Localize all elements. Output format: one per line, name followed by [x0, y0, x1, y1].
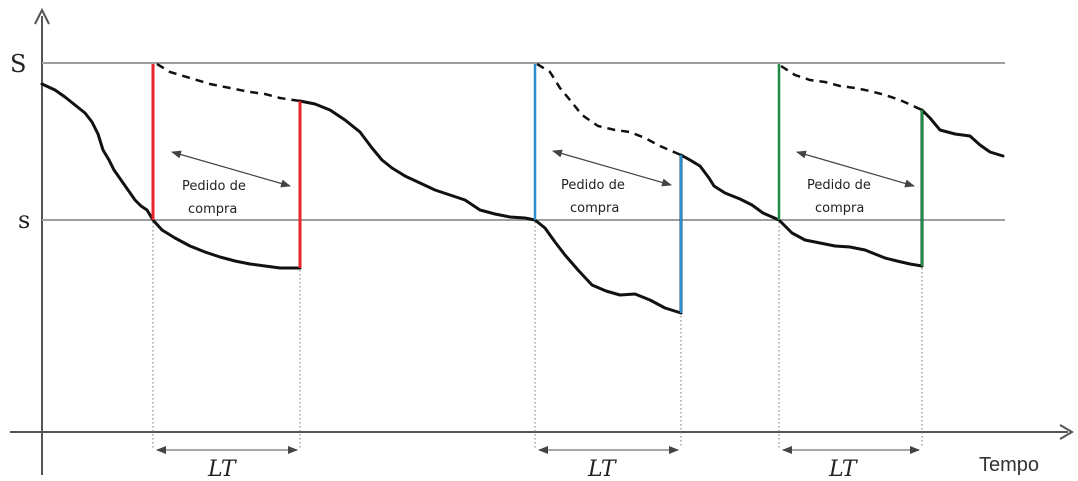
- order-arrow: [552, 149, 672, 187]
- x-axis-label: Tempo: [979, 454, 1039, 476]
- lead-time-guides: [152, 222, 923, 448]
- projected-position: [156, 62, 923, 157]
- projected-line: [536, 62, 682, 157]
- order-label: Pedido de: [807, 178, 871, 193]
- order-label: compra: [188, 202, 237, 217]
- lower-level-label: s: [18, 206, 30, 234]
- y-axis-arrow-icon: [34, 7, 50, 25]
- inventory-curve: [40, 82, 1005, 315]
- order-label: Pedido de: [561, 178, 625, 193]
- order-label: compra: [570, 201, 619, 216]
- lead-time-label: LT: [587, 457, 618, 481]
- order-arrow: [796, 150, 915, 188]
- projected-line: [780, 64, 923, 112]
- order-arrow: [171, 150, 291, 188]
- lead-time-label: LT: [828, 457, 859, 481]
- upper-level-label: S: [10, 50, 26, 78]
- order-label: compra: [815, 201, 864, 216]
- projected-line: [156, 62, 301, 103]
- order-label: Pedido de: [182, 179, 246, 194]
- x-axis-arrow-icon: [1059, 424, 1074, 440]
- lead-time-label: LT: [207, 457, 238, 481]
